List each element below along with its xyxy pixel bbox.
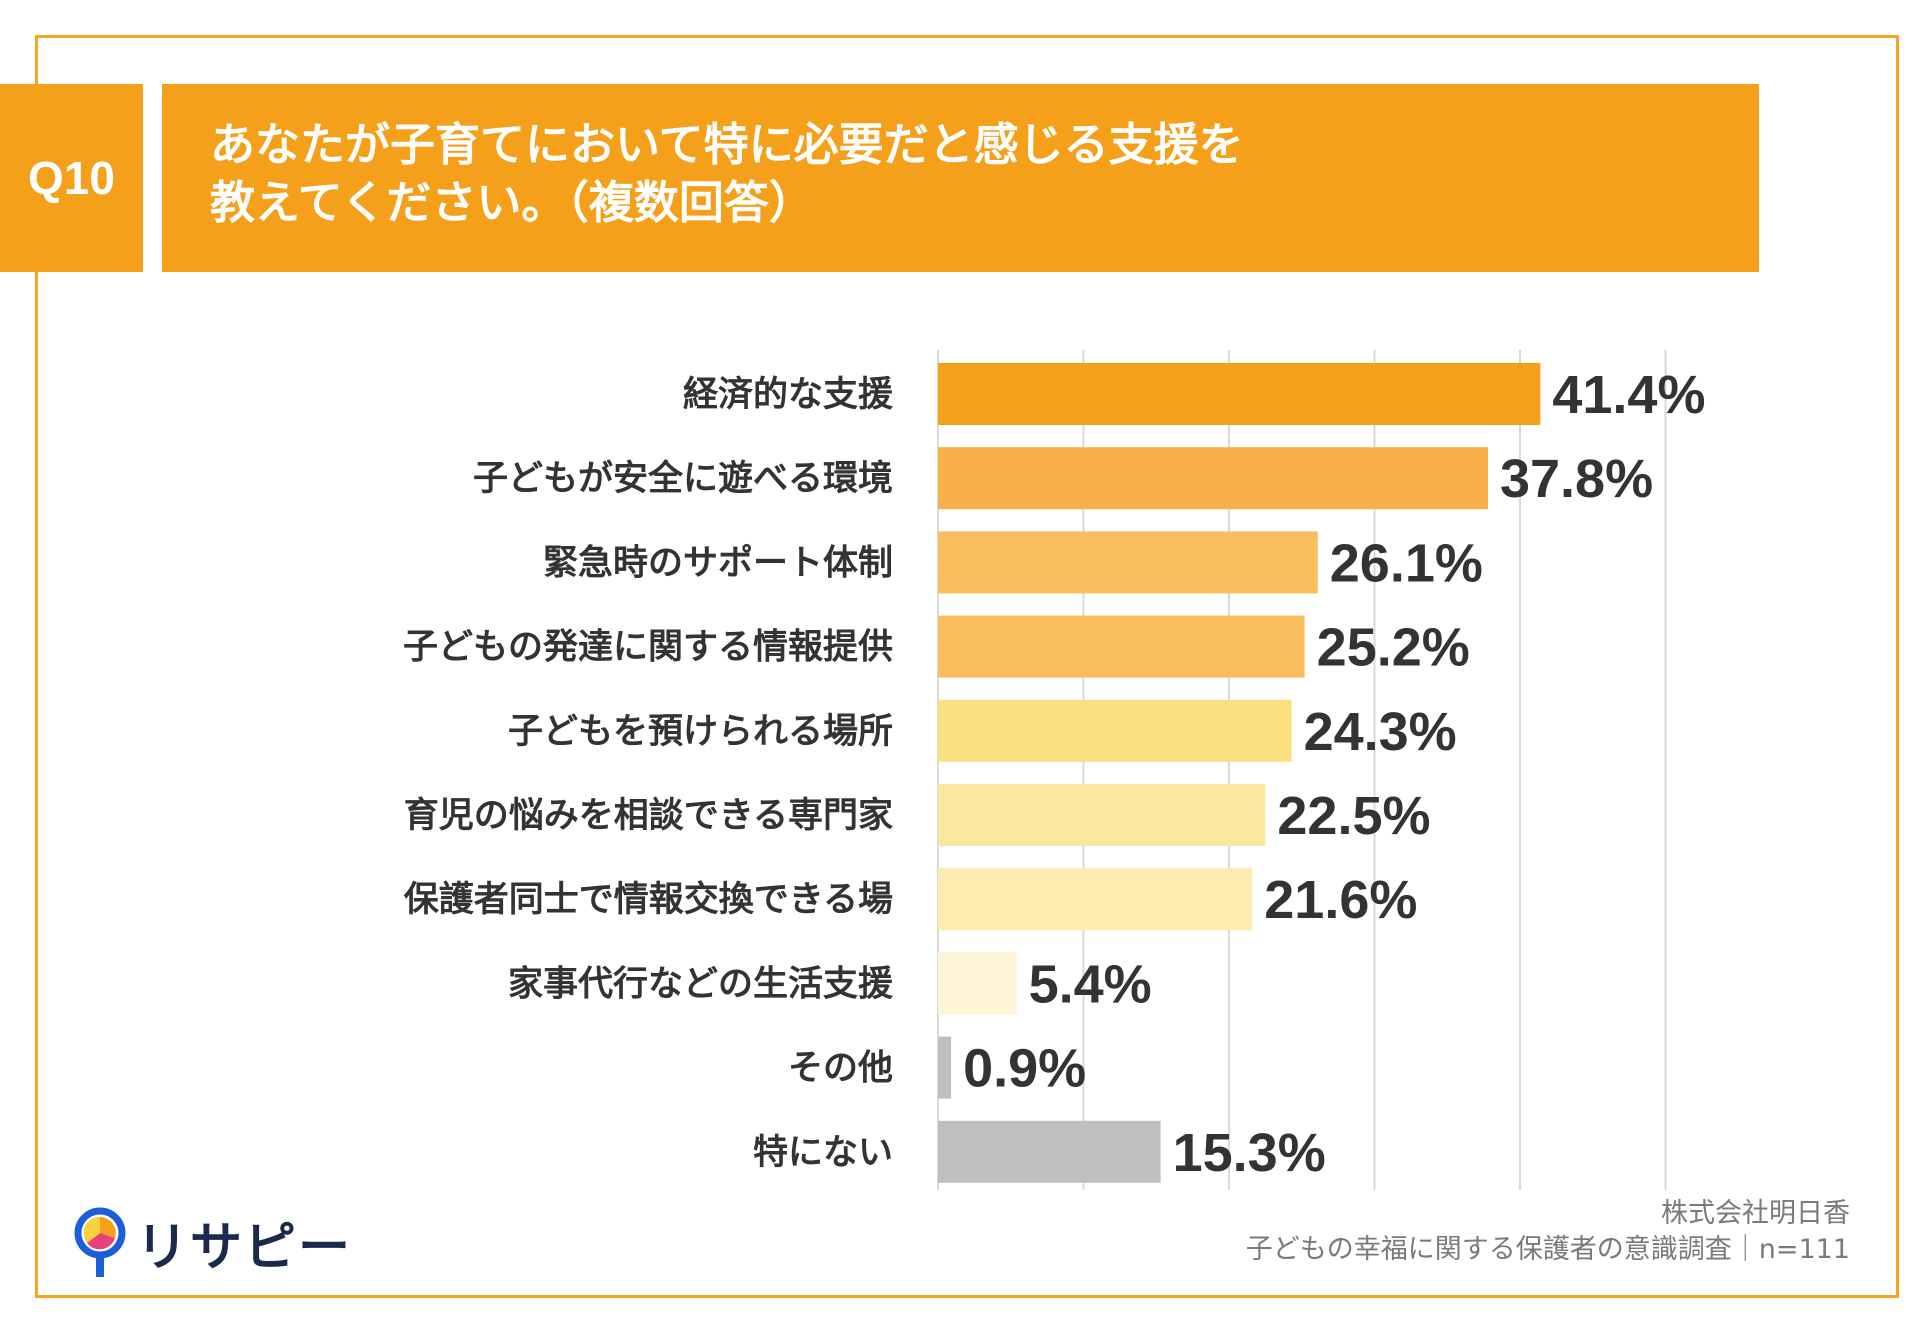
category-label: 子どもが安全に遊べる環境 — [473, 458, 893, 499]
bar — [938, 699, 1292, 762]
source-company: 株式会社明日香 — [1661, 1198, 1850, 1229]
question-title-line-2: 教えてください。（複数回答） — [210, 176, 814, 229]
pin-logo-icon — [74, 1207, 126, 1277]
bar — [938, 531, 1318, 594]
category-label: 緊急時のサポート体制 — [543, 542, 893, 583]
bar — [938, 447, 1488, 510]
bar — [938, 615, 1305, 678]
brand-logo: リサピー — [72, 1205, 352, 1280]
bar — [938, 868, 1253, 931]
value-label: 37.8% — [1500, 449, 1653, 509]
category-label: 子どもを預けられる場所 — [508, 712, 893, 752]
source-survey: 子どもの幸福に関する保護者の意識調査｜n=111 — [1245, 1234, 1850, 1265]
bar — [938, 784, 1266, 846]
category-label: 経済的な支援 — [683, 375, 894, 415]
chart-frame — [35, 35, 1899, 1298]
bar — [938, 1036, 952, 1099]
source-note: 株式会社明日香 子どもの幸福に関する保護者の意識調査｜n=111 — [1246, 1196, 1850, 1268]
value-label: 15.3% — [1173, 1123, 1326, 1183]
value-label: 26.1% — [1330, 533, 1483, 593]
question-title-bar: あなたが子育てにおいて特に必要だと感じる支援を 教えてください。（複数回答） — [162, 84, 1759, 272]
category-label: 家事代行などの生活支援 — [508, 964, 894, 1004]
question-title-line-1: あなたが子育てにおいて特に必要だと感じる支援を — [210, 118, 1244, 171]
bar — [938, 1120, 1161, 1183]
value-label: 41.4% — [1552, 365, 1705, 425]
category-label: その他 — [788, 1049, 893, 1089]
value-label: 24.3% — [1304, 702, 1457, 762]
value-label: 5.4% — [1029, 954, 1152, 1014]
category-label: 育児の悩みを相談できる専門家 — [404, 796, 893, 836]
category-label: 保護者同士で情報交換できる場 — [404, 879, 893, 920]
category-label: 特にない — [753, 1133, 893, 1173]
question-badge: Q10 — [0, 84, 143, 272]
bar — [938, 363, 1541, 425]
bar — [938, 952, 1017, 1015]
value-label: 0.9% — [963, 1039, 1086, 1099]
logo-text: リサピー — [136, 1218, 353, 1278]
category-label: 子どもの発達に関する情報提供 — [403, 628, 893, 668]
value-label: 25.2% — [1317, 618, 1470, 678]
value-label: 21.6% — [1264, 870, 1417, 930]
value-label: 22.5% — [1277, 786, 1430, 846]
